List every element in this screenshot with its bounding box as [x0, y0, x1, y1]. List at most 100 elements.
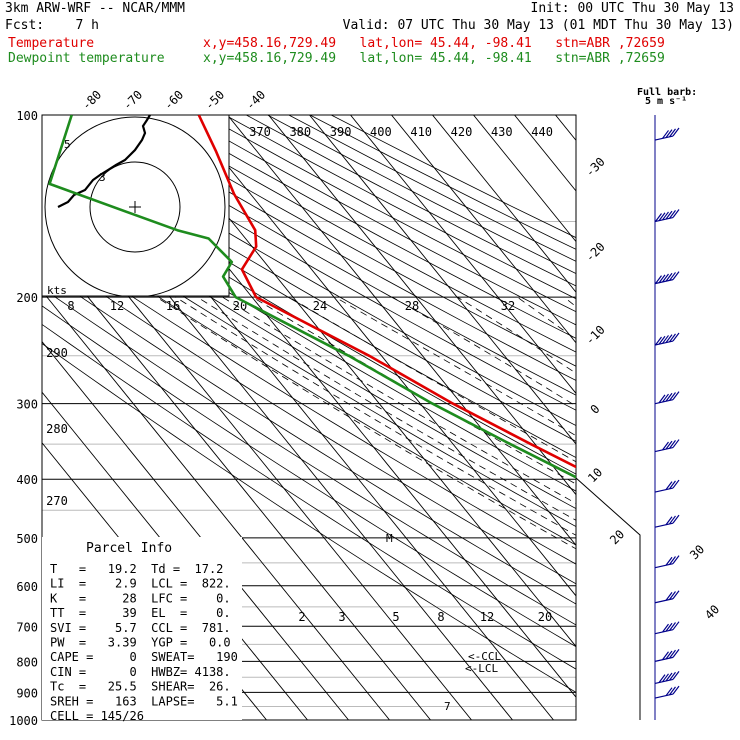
theta-e-label: 290 [46, 346, 68, 360]
isotherm-label: -10 [583, 323, 608, 348]
dry-adiabat-line [42, 160, 576, 475]
wind-barb-flag [672, 209, 680, 218]
upper-mixing-label: 24 [313, 299, 327, 313]
isotherm-line [42, 340, 349, 720]
wind-barb-flag [665, 440, 673, 450]
wind-barb-flag [665, 687, 673, 697]
dewpoint-location: x,y=458.16,729.49 lat,lon= 45.44, -98.41… [203, 51, 665, 66]
isotherm-label: -70 [120, 88, 145, 113]
dewpoint-trace [48, 115, 576, 479]
isotherm-line [42, 239, 431, 720]
wind-barb-flag [672, 271, 680, 281]
dry-adiabat-line [97, 115, 576, 381]
theta-e-label: 270 [46, 494, 68, 508]
dry-adiabat-line [42, 205, 576, 528]
temperature-trace [197, 115, 576, 469]
wind-barb-flag [669, 392, 676, 401]
upper-mixing-label: 8 [67, 299, 74, 313]
wind-barb-flag [662, 273, 669, 283]
wind-barb-flag [665, 210, 673, 220]
wind-barb-flag [665, 672, 673, 682]
wind-barb-flag [655, 275, 662, 285]
sounding-traces [48, 115, 576, 479]
dewpoint-label: Dewpoint temperature [8, 51, 165, 66]
wind-barb-flag [672, 671, 680, 680]
dry-adiabat-line [224, 115, 576, 300]
mixing-ratio-label: 2 [298, 610, 305, 624]
wind-barb-flag [669, 333, 676, 343]
forecast-hour: Fcst: 7 h [5, 18, 99, 33]
wind-barb-flag [658, 335, 666, 345]
wind-barb-flag [672, 332, 680, 342]
level-marker: M [386, 532, 393, 545]
isotherm-line [391, 115, 576, 344]
mixing-ratio-label: 5 [392, 610, 399, 624]
mixing-ratio-label: 20 [538, 610, 552, 624]
wind-barb [654, 621, 680, 635]
wind-barb-flag [662, 335, 669, 344]
moist-adiabat-line [196, 296, 576, 521]
isotherm-label: 20 [607, 527, 627, 547]
pressure-tick-label: 100 [16, 109, 38, 123]
mixing-ratio-label: 3 [338, 610, 345, 624]
wind-barb-flag [665, 556, 673, 566]
wind-barb-flag [669, 272, 676, 281]
parcel-info-line: CELL = 145/26 [50, 709, 144, 723]
mixing-ratio-label: 8 [437, 610, 444, 624]
wind-barb [654, 590, 680, 604]
pressure-tick-label: 800 [16, 655, 38, 669]
dry-adiabat-line [42, 343, 576, 693]
wind-barb-flag [669, 686, 676, 696]
wind-barb-flag [672, 439, 680, 448]
theta-label: 410 [410, 125, 432, 139]
isotherm-label: 0 [588, 402, 603, 417]
moist-adiabat-line [392, 296, 576, 407]
parcel-info-line: K = 28 LFC = 0. [50, 591, 231, 605]
isotherm-line [432, 115, 576, 293]
wind-barb-flag [672, 514, 680, 524]
temperature-location: x,y=458.16,729.49 lat,lon= 45.44, -98.41… [203, 36, 665, 51]
isotherm-label: -60 [161, 88, 186, 113]
wind-barb-flag [662, 441, 669, 451]
theta-label: 380 [289, 125, 311, 139]
hodograph-units-label: kts [47, 284, 67, 297]
wind-barb [654, 514, 680, 528]
wind-barb-flag [662, 623, 669, 633]
isotherm-label: -20 [583, 240, 608, 265]
dry-adiabat-line [42, 119, 576, 427]
wind-barb-flag [665, 481, 673, 491]
isotherm-line [679, 115, 740, 720]
wind-barb-flag [672, 685, 680, 695]
theta-label: 430 [491, 125, 513, 139]
theta-label: 390 [330, 125, 352, 139]
parcel-info-line: CAPE = 0 SWEAT= 190 [50, 650, 238, 664]
upper-mixing-label: 16 [166, 299, 180, 313]
wind-barb-flag [672, 621, 680, 631]
moist-adiabat-line [563, 296, 576, 308]
pressure-tick-label: 600 [16, 580, 38, 594]
pressure-tick-label: 900 [16, 686, 38, 700]
isotherm-label: 40 [702, 602, 722, 622]
wind-barb [654, 649, 680, 662]
wind-barb-flag [672, 590, 680, 600]
wind-barb-flag [662, 673, 669, 683]
wind-barb [654, 332, 680, 346]
isotherm-line [42, 290, 390, 720]
pressure-tick-label: 500 [16, 532, 38, 546]
wind-barb-flag [665, 622, 673, 632]
parcel-info-line: LI = 2.9 LCL = 822. [50, 577, 231, 591]
wind-barb-flag [662, 651, 669, 661]
isotherm-label: -50 [202, 88, 227, 113]
isotherm-line [186, 115, 576, 597]
wind-barb-flag [665, 272, 673, 282]
pressure-tick-label: 700 [16, 620, 38, 634]
wind-barb [654, 391, 680, 405]
hodograph-ring-label-5: 5 [64, 138, 71, 151]
wind-barb-flag [672, 479, 680, 489]
wind-barb [654, 479, 680, 493]
moist-adiabat-line [516, 296, 576, 340]
dry-adiabat-line [161, 115, 576, 339]
dry-adiabat-line [42, 175, 576, 492]
wind-barb-flag [669, 671, 676, 681]
